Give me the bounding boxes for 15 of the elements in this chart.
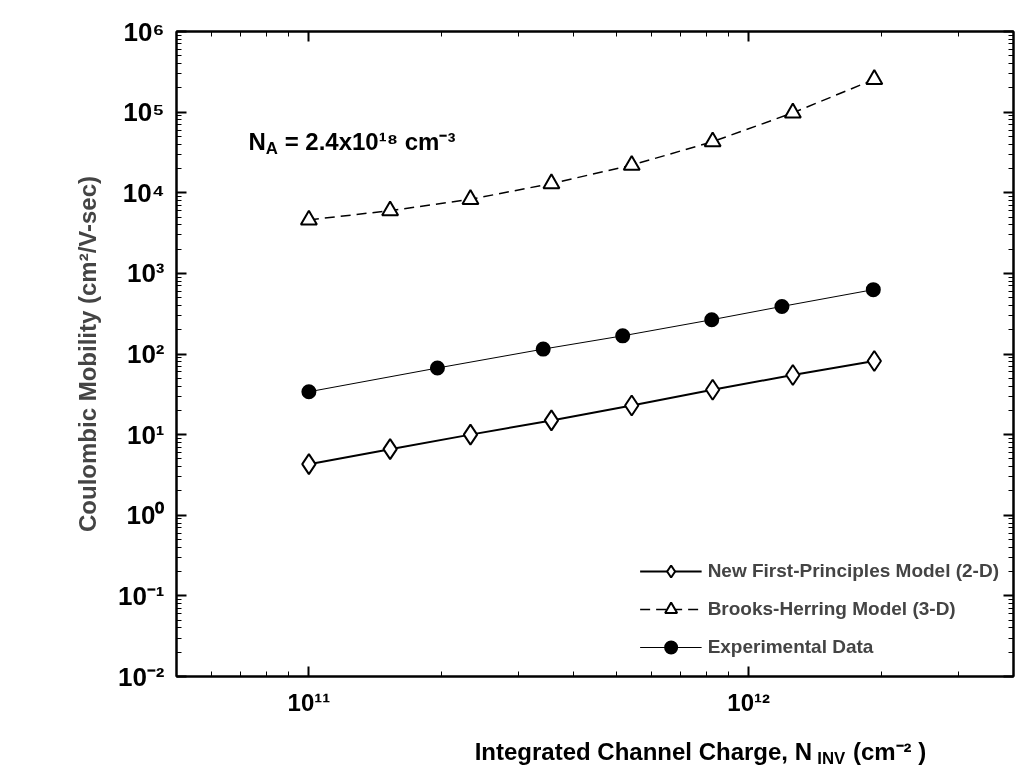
y-tick-label: 10² <box>126 339 165 369</box>
y-tick-label: 10³ <box>126 258 165 289</box>
y-axis-title: Coulombic Mobility (cm²/V-sec) <box>73 175 101 533</box>
legend-label: Brooks-Herring Model (3-D) <box>707 598 956 620</box>
x-tick-label: 10¹¹ <box>287 688 331 716</box>
y-tick-label: 10⁴ <box>122 177 165 208</box>
y-tick-label: 10⁰ <box>126 500 166 531</box>
y-tick-label: 10¹ <box>126 419 165 450</box>
y-tick-label: 10⁻² <box>117 661 165 692</box>
y-tick-label: 10⁻¹ <box>117 580 165 611</box>
legend-label: New First-Principles Model (2-D) <box>707 560 999 582</box>
x-tick-label: 10¹² <box>727 688 771 716</box>
y-tick-label: 10⁵ <box>123 97 165 128</box>
legend-label: Experimental Data <box>707 636 874 658</box>
y-tick-label: 10⁶ <box>123 16 165 47</box>
